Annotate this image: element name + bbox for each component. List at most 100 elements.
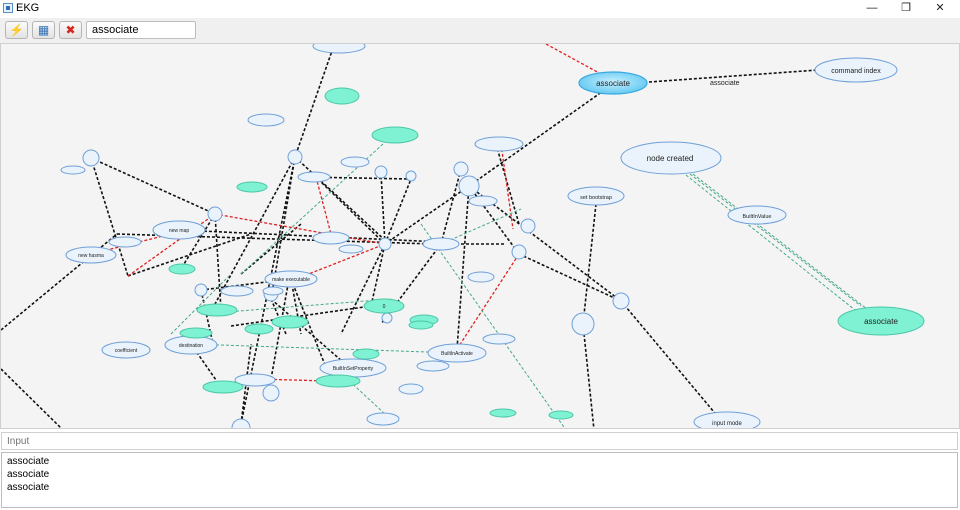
node[interactable] <box>324 87 360 105</box>
node[interactable] <box>207 206 223 222</box>
node-label-set-bootstrap: set bootstrap <box>580 195 612 201</box>
clear-button[interactable]: ✖ <box>59 21 82 39</box>
node-make-executable[interactable] <box>264 270 318 288</box>
nodes-labelled[interactable] <box>65 57 898 429</box>
node-coefficient[interactable] <box>101 341 151 359</box>
table-view-button[interactable]: ▦ <box>32 21 55 39</box>
node[interactable] <box>571 312 595 336</box>
edge-label-associate: associate <box>710 80 740 87</box>
node-label-node-created: node created <box>647 154 694 163</box>
node-new-hasma[interactable] <box>65 246 117 264</box>
node[interactable] <box>262 384 280 402</box>
node[interactable] <box>548 410 574 420</box>
node[interactable] <box>196 303 238 317</box>
node[interactable] <box>520 218 536 234</box>
node[interactable] <box>458 175 480 197</box>
node-associate-selected[interactable] <box>578 71 648 95</box>
node[interactable] <box>371 126 419 144</box>
node[interactable] <box>220 285 254 297</box>
node[interactable] <box>262 286 284 296</box>
table-icon: ▦ <box>37 23 50 37</box>
node[interactable] <box>511 244 527 260</box>
node[interactable] <box>352 348 380 360</box>
node-command-index[interactable] <box>814 57 898 83</box>
node[interactable] <box>422 237 460 251</box>
node[interactable] <box>244 323 274 335</box>
node[interactable] <box>405 170 417 182</box>
lightning-icon: ⚡ <box>9 23 24 37</box>
node[interactable] <box>398 383 424 395</box>
node-label-coefficient: coefficient <box>115 348 138 354</box>
node[interactable] <box>381 312 393 324</box>
node-builtinactivate[interactable] <box>427 343 487 363</box>
graph-canvas[interactable]: associate <box>0 43 960 429</box>
node-label-builtinvalue: BuiltInValue <box>743 214 772 220</box>
close-window-icon[interactable]: ✕ <box>935 2 945 14</box>
node[interactable] <box>179 327 213 339</box>
edge-labels: associate <box>710 80 740 87</box>
node-node-created[interactable] <box>620 141 722 175</box>
output-line: associate <box>7 469 50 480</box>
node[interactable] <box>168 263 196 275</box>
node[interactable] <box>482 333 516 345</box>
node[interactable] <box>468 195 498 207</box>
node[interactable] <box>474 136 524 152</box>
search-input[interactable] <box>86 21 196 39</box>
node[interactable] <box>612 292 630 310</box>
node-label-input-mode: input mode <box>712 421 742 427</box>
node[interactable] <box>271 315 309 329</box>
title-bar: EKG — ❐ ✕ <box>0 0 960 17</box>
node[interactable] <box>315 374 361 388</box>
node-label-builtinsetproperty: BuiltInSetProperty <box>333 366 374 372</box>
node[interactable] <box>340 156 370 168</box>
node[interactable] <box>82 149 100 167</box>
node-label-command-index: command index <box>831 68 881 75</box>
node[interactable] <box>366 412 400 426</box>
node-zero[interactable] <box>363 298 405 314</box>
node-label-destination: destination <box>179 343 203 349</box>
node-builtinvalue[interactable] <box>727 205 787 225</box>
node[interactable] <box>408 320 434 330</box>
node-label-associate: associate <box>596 79 630 88</box>
node-input-mode[interactable] <box>693 411 761 429</box>
node[interactable] <box>287 149 303 165</box>
node[interactable] <box>374 165 388 179</box>
nodes-highlighted[interactable] <box>168 87 925 420</box>
node-label-associate-result: associate <box>864 317 898 326</box>
node[interactable] <box>453 161 469 177</box>
knowledge-graph[interactable]: associate <box>1 44 960 429</box>
node[interactable] <box>247 113 285 127</box>
window-title: EKG <box>16 2 40 14</box>
node-associate-result[interactable] <box>837 306 925 336</box>
node[interactable] <box>234 373 276 387</box>
node[interactable] <box>194 283 208 297</box>
restore-icon[interactable]: ❐ <box>901 2 911 14</box>
node[interactable] <box>231 418 251 429</box>
node-label-new-hasma: new hasma <box>78 253 104 259</box>
node[interactable] <box>236 181 268 193</box>
node[interactable] <box>489 408 517 418</box>
node[interactable] <box>467 271 495 283</box>
node[interactable] <box>312 44 366 54</box>
toolbar: ⚡ ▦ ✖ <box>0 18 960 44</box>
lightning-button[interactable]: ⚡ <box>5 21 28 39</box>
node[interactable] <box>416 360 450 372</box>
node[interactable] <box>378 237 392 251</box>
node[interactable] <box>338 244 364 254</box>
node[interactable] <box>202 380 244 394</box>
app-icon <box>3 3 13 13</box>
output-line: associate <box>7 482 50 493</box>
node[interactable] <box>297 171 331 183</box>
node-label-builtinactivate: BuiltInActivate <box>441 351 473 357</box>
node-set-bootstrap[interactable] <box>567 186 625 206</box>
minimize-icon[interactable]: — <box>866 2 878 14</box>
node[interactable] <box>312 231 350 245</box>
output-console[interactable]: associate associate associate <box>1 452 958 508</box>
node[interactable] <box>108 236 142 248</box>
node-new-map[interactable] <box>152 220 206 240</box>
nodes-small[interactable] <box>60 44 630 429</box>
node-label-zero: 0 <box>383 304 386 310</box>
node[interactable] <box>60 165 86 175</box>
node-label-new-map: new map <box>169 228 190 234</box>
command-input[interactable] <box>1 432 958 450</box>
